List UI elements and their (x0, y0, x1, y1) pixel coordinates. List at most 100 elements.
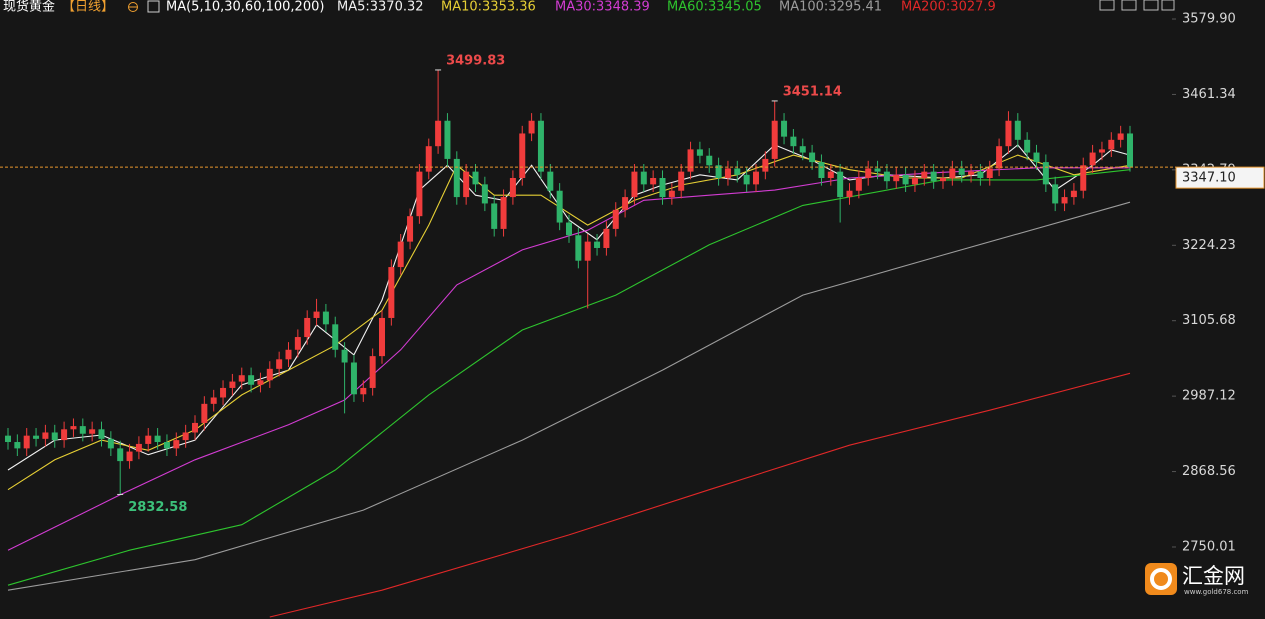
candle-body (416, 171, 423, 217)
ma-line (7, 169, 1131, 586)
period-label[interactable]: 【日线】 (62, 0, 114, 15)
candle-body (248, 375, 255, 385)
candle-body (902, 174, 909, 185)
candle-body (640, 171, 647, 185)
candle-body (509, 178, 516, 198)
candle-body (126, 451, 133, 462)
candle-body (369, 356, 376, 388)
candle-body (603, 228, 610, 248)
candle-body (874, 168, 881, 172)
candle-body (407, 216, 414, 242)
ma-line (7, 201, 1131, 591)
candle-body (986, 168, 993, 179)
indicator-label: MA(5,10,30,60,100,200) (166, 0, 324, 15)
control-icon[interactable] (1099, 0, 1115, 11)
candle-body (1005, 120, 1012, 147)
candle-body (678, 171, 685, 191)
candle-body (706, 155, 713, 166)
last-price-label: 3347.10 (1182, 171, 1236, 186)
candle-body (5, 435, 11, 443)
candle-body (537, 120, 544, 172)
logo-icon (1145, 563, 1177, 595)
logo: 汇金网 www.gold678.com (1145, 563, 1249, 596)
candle-body (42, 432, 49, 439)
candle-body (556, 190, 563, 223)
candle-body (453, 158, 460, 198)
candle-body (379, 317, 385, 357)
candle-body (930, 171, 937, 182)
candle-body (388, 267, 395, 318)
candle-body (61, 429, 68, 441)
y-tick-label: 3224.23 (1182, 238, 1236, 253)
candle-body (173, 440, 180, 449)
logo-mark (1150, 568, 1172, 590)
candle-body (622, 197, 629, 210)
candle-body (1108, 139, 1115, 150)
candle-body (762, 158, 769, 172)
candle-body (855, 178, 862, 191)
candle-body (313, 311, 320, 318)
candle-body (51, 432, 58, 441)
candle-body (827, 171, 834, 179)
candle-body (350, 362, 357, 395)
candle-body (1033, 152, 1040, 163)
indicator-icon[interactable] (147, 0, 160, 13)
extreme-label: 2832.58 (128, 500, 187, 515)
legend-entry: MA30:3348.39 (555, 0, 650, 15)
candle-body (958, 168, 965, 175)
candle-body (107, 438, 114, 449)
candle-body (1014, 120, 1021, 140)
candle-body (575, 235, 582, 261)
candle-body (968, 171, 975, 175)
candle-body (818, 162, 825, 179)
candle-body (696, 149, 703, 156)
candle-body (360, 387, 367, 395)
candle-body (182, 432, 189, 441)
candle-body (799, 146, 806, 153)
candle-body (238, 375, 245, 382)
candle-body (210, 397, 217, 404)
candle-body (1024, 139, 1031, 153)
plot-area (5, 69, 1133, 618)
candle-body (332, 324, 339, 350)
legend-entry: MA5:3370.32 (337, 0, 424, 15)
candle-body (715, 165, 722, 179)
candle-body (145, 435, 152, 444)
candle-body (668, 190, 675, 198)
candle-body (444, 120, 451, 159)
legend-entry: MA10:3353.36 (441, 0, 536, 15)
candle-body (659, 178, 666, 198)
candle-body (977, 171, 984, 179)
candle-body (276, 359, 283, 369)
control-icon[interactable] (1121, 0, 1137, 11)
candle-body (98, 429, 105, 439)
candle-body (1098, 149, 1105, 153)
candle-body (865, 168, 872, 179)
candle-body (463, 171, 470, 198)
candle-body (790, 136, 797, 147)
y-tick-label: 2987.12 (1182, 389, 1236, 404)
control-icon[interactable] (1143, 0, 1159, 11)
candle-body (921, 171, 928, 179)
candle-body (23, 435, 30, 449)
candle-body (481, 184, 488, 204)
candle-body (500, 197, 507, 229)
candle-body (435, 120, 442, 147)
candle-body (154, 435, 161, 443)
candle-body (70, 426, 77, 430)
candle-body (911, 178, 918, 185)
candle-body (1042, 162, 1049, 185)
candle-body (687, 149, 694, 172)
control-icon[interactable] (1161, 0, 1175, 11)
candle-body (220, 387, 227, 398)
legend-entry: MA60:3345.05 (667, 0, 762, 15)
legend-entry: MA200:3027.9 (901, 0, 996, 15)
candle-body (397, 241, 404, 268)
candle-body (893, 174, 900, 182)
y-tick-label: 3579.90 (1182, 12, 1236, 27)
candle-body (322, 311, 329, 325)
candle-body (940, 178, 946, 182)
candle-body (491, 203, 498, 229)
